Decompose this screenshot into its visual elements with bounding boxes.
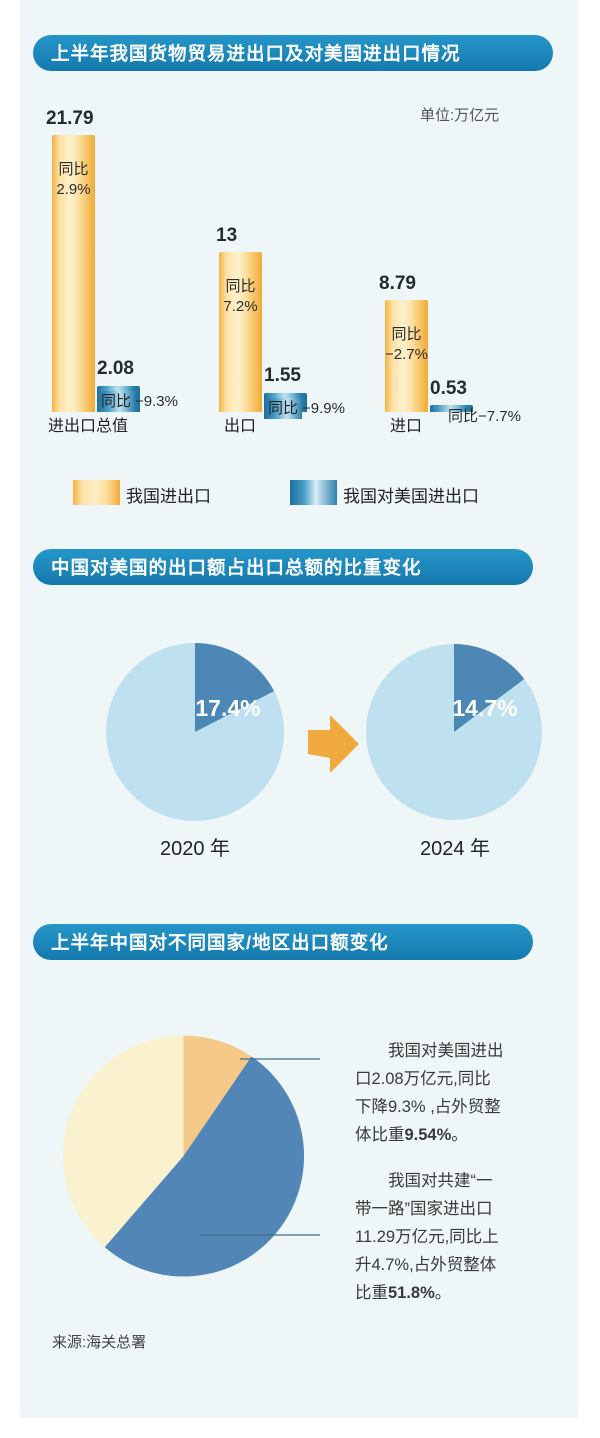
svg-text:17.4%: 17.4% — [195, 695, 260, 721]
svg-text:14.7%: 14.7% — [452, 695, 517, 721]
